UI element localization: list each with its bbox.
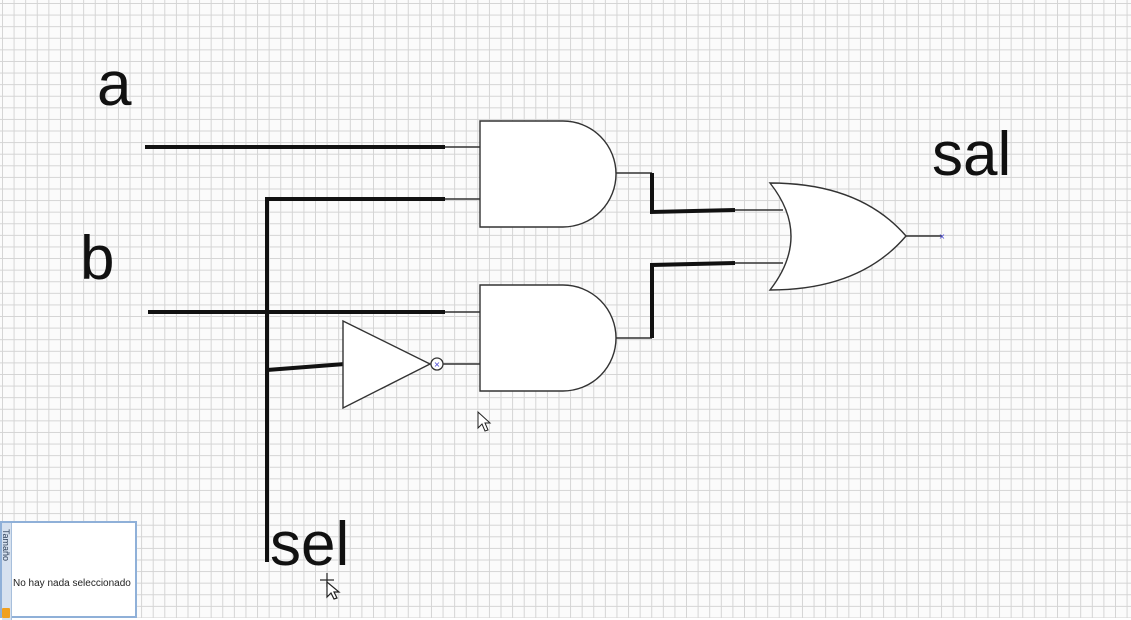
not-gate[interactable] <box>342 319 432 410</box>
and-gate-2[interactable] <box>479 284 617 392</box>
output-label-sal: sal <box>932 120 1012 189</box>
wire-and2-or[interactable] <box>650 261 736 338</box>
or-gate[interactable] <box>768 182 907 291</box>
move-cursor-icon <box>320 573 341 600</box>
and-gate-1[interactable] <box>479 120 617 228</box>
output-pin-marker-icon: × <box>939 232 946 241</box>
arrow-cursor-icon <box>477 410 492 432</box>
input-label-b: b <box>80 224 115 293</box>
input-label-a: a <box>97 50 132 119</box>
input-label-sel: sel <box>270 510 350 579</box>
properties-tab[interactable]: Tamaño <box>2 523 12 620</box>
properties-tab-label: Tamaño <box>2 529 11 562</box>
properties-panel[interactable]: Tamaño No hay nada seleccionado <box>0 521 137 620</box>
wire-and1-or[interactable] <box>650 173 736 215</box>
no-selection-message: No hay nada seleccionado <box>13 578 131 589</box>
wire-sel-not[interactable] <box>266 362 346 372</box>
properties-body: No hay nada seleccionado <box>12 523 135 616</box>
folder-icon <box>2 608 10 618</box>
pin-marker-icon: × <box>434 360 441 369</box>
